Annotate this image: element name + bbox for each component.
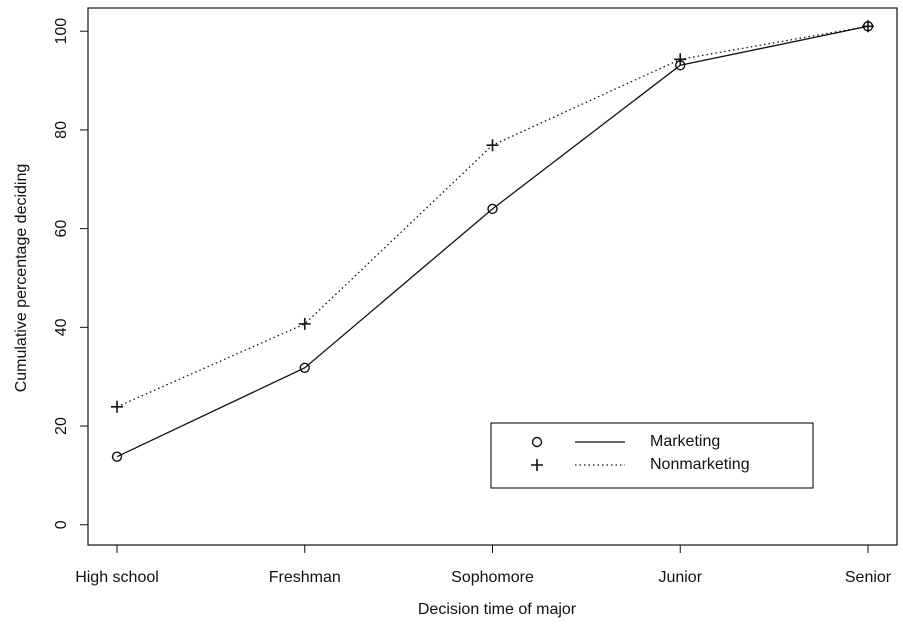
point-marker [531, 436, 543, 448]
y-tick-label: 20 [53, 417, 70, 435]
x-tick-label: High school [75, 569, 159, 586]
series-line [116, 25, 869, 458]
point-marker [111, 400, 123, 413]
x-tick-label: Sophomore [451, 569, 534, 586]
y-axis-label: Cumulative percentage deciding [13, 164, 30, 393]
y-tick-label: 0 [53, 520, 70, 529]
point-marker [531, 459, 543, 471]
point-marker [674, 53, 687, 66]
x-tick-label: Freshman [269, 569, 341, 586]
legend-label: Marketing [650, 433, 720, 450]
legend-label: Nonmarketing [650, 456, 750, 473]
y-tick-label: 40 [53, 318, 70, 336]
point-marker [298, 317, 311, 330]
y-tick-label: 80 [53, 121, 70, 139]
point-marker [111, 451, 123, 462]
x-tick-label: Junior [658, 569, 702, 586]
point-marker [487, 203, 498, 215]
point-marker [486, 139, 499, 152]
y-tick-label: 100 [53, 18, 70, 45]
series-line [116, 25, 869, 408]
point-marker [299, 362, 310, 374]
x-tick-label: Senior [845, 569, 892, 586]
point-marker [862, 20, 874, 33]
legend-box [490, 422, 814, 489]
y-tick-label: 60 [53, 220, 70, 238]
x-axis-label: Decision time of major [418, 601, 577, 618]
